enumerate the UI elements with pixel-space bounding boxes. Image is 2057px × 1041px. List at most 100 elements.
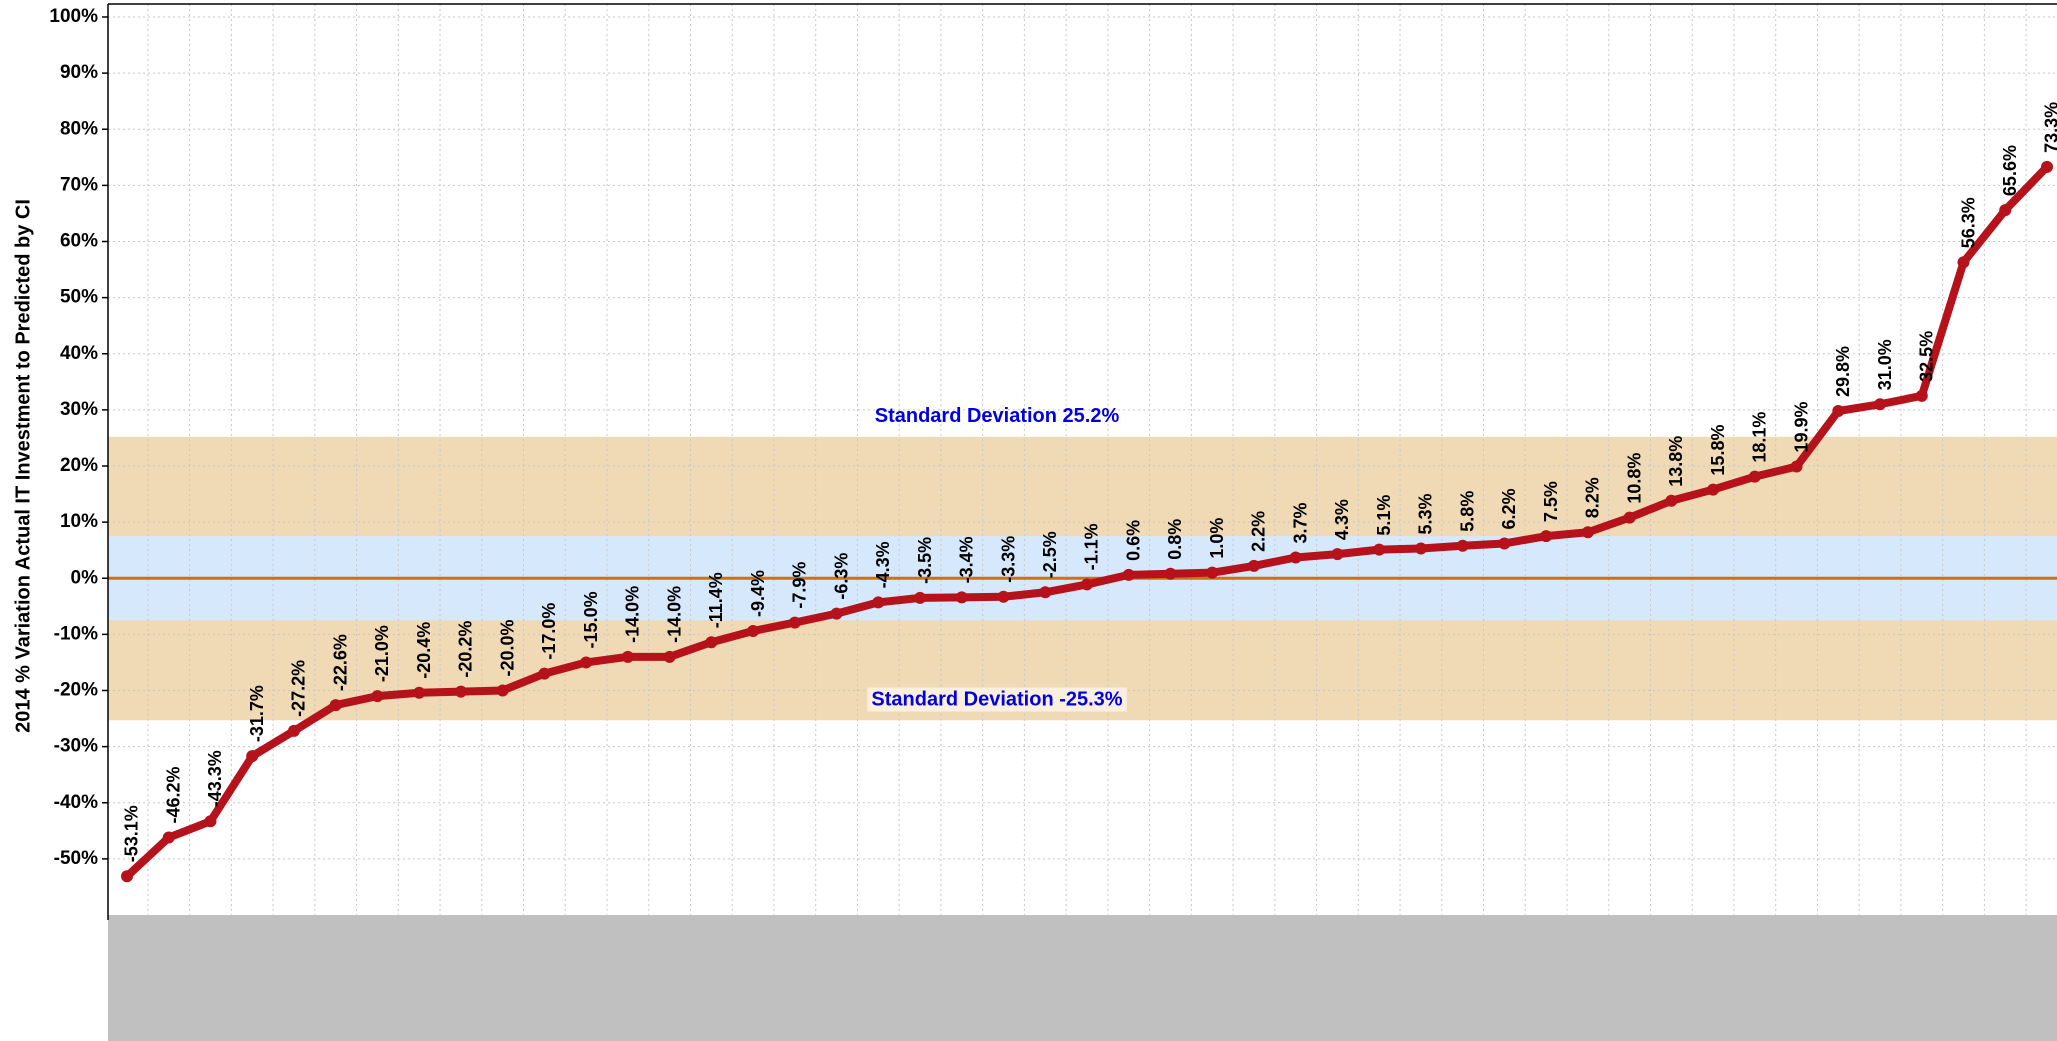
data-label: -43.3% [205,750,225,807]
point [1581,526,1594,539]
data-label: 2.2% [1249,511,1269,552]
data-label: 5.8% [1457,491,1477,532]
point [413,686,426,699]
data-label: -17.0% [539,603,559,660]
point [1748,470,1761,483]
point [1164,567,1177,580]
point [329,699,342,712]
point [1707,483,1720,496]
data-label: 6.2% [1499,488,1519,529]
data-label: 0.6% [1123,520,1143,561]
data-label: -20.2% [456,621,476,678]
y-tick-label: 70% [60,174,98,195]
y-tick-label: 90% [60,62,98,83]
data-label: 65.6% [2000,145,2020,196]
point [1373,543,1386,556]
data-label: 5.1% [1374,495,1394,536]
band-label: Standard Deviation 25.2% [875,405,1120,427]
data-label: 15.8% [1708,425,1728,476]
y-tick-label: 20% [60,455,98,476]
point [580,656,593,669]
point [1540,530,1553,543]
y-axis-title: 2014 % Variation Actual IT Investment to… [12,199,34,733]
point [1498,537,1511,550]
data-label: 18.1% [1750,412,1770,463]
point [1456,539,1469,552]
data-label: -9.4% [748,570,768,617]
data-label: -1.1% [1082,523,1102,570]
data-label: -3.5% [915,537,935,584]
y-tick-label: 80% [60,118,98,139]
point [121,870,133,883]
point [747,625,760,638]
data-label: -7.9% [790,562,810,609]
data-label: -3.3% [998,536,1018,583]
data-label: 0.8% [1165,519,1185,560]
data-label: 10.8% [1624,453,1644,504]
y-tick-label: 10% [60,511,98,532]
data-label: 73.3% [2042,102,2057,153]
data-label: -14.0% [664,586,684,643]
point [1122,568,1135,581]
point [496,684,509,697]
data-label: -46.2% [163,767,183,824]
data-label: -2.5% [1040,531,1060,578]
y-tick-label: 40% [60,343,98,364]
point [1247,559,1260,572]
footer-area [108,915,2057,1041]
point [705,636,718,649]
point [788,616,801,629]
data-label: -3.4% [957,536,977,583]
y-tick-label: 30% [60,399,98,420]
y-tick-label: -40% [54,792,98,813]
point [872,596,885,609]
point [955,591,968,604]
point [914,591,927,604]
point [1665,494,1678,507]
point [1790,460,1803,473]
data-label: -4.3% [873,541,893,588]
band-label: Standard Deviation -25.3% [871,689,1122,711]
point [1206,566,1219,579]
point [1832,404,1845,417]
data-label: -31.7% [247,685,267,742]
data-label: -20.4% [414,622,434,679]
data-label: 29.8% [1833,346,1853,397]
y-tick-label: 100% [49,6,98,27]
point [454,685,467,698]
point [997,590,1010,603]
y-tick-label: -50% [54,848,98,869]
point [1874,398,1887,411]
band-label-bg [867,687,1127,712]
point [1915,389,1928,402]
y-tick-label: 0% [71,567,99,588]
point [663,650,676,663]
point [2041,160,2053,173]
data-label: 5.3% [1416,493,1436,534]
data-label: -6.3% [831,553,851,600]
data-label: -22.6% [330,634,350,691]
data-label: -53.1% [122,805,142,862]
point [287,724,300,737]
point [1331,548,1344,561]
point [621,650,634,663]
y-tick-label: -20% [54,680,98,701]
data-label: 1.0% [1207,518,1227,559]
point [1039,586,1052,599]
point [204,815,217,828]
data-label: -11.4% [706,572,726,628]
point [830,607,843,620]
point [246,750,259,763]
data-label: -21.0% [372,625,392,682]
point [371,690,384,703]
y-tick-label: -30% [54,736,98,757]
data-label: 13.8% [1666,436,1686,487]
data-label: -27.2% [289,660,309,717]
data-label: 19.9% [1791,402,1811,453]
data-label: 7.5% [1541,481,1561,522]
point [1414,542,1427,555]
point [1289,551,1302,564]
data-label: 4.3% [1332,499,1352,540]
data-label: -15.0% [581,591,601,648]
